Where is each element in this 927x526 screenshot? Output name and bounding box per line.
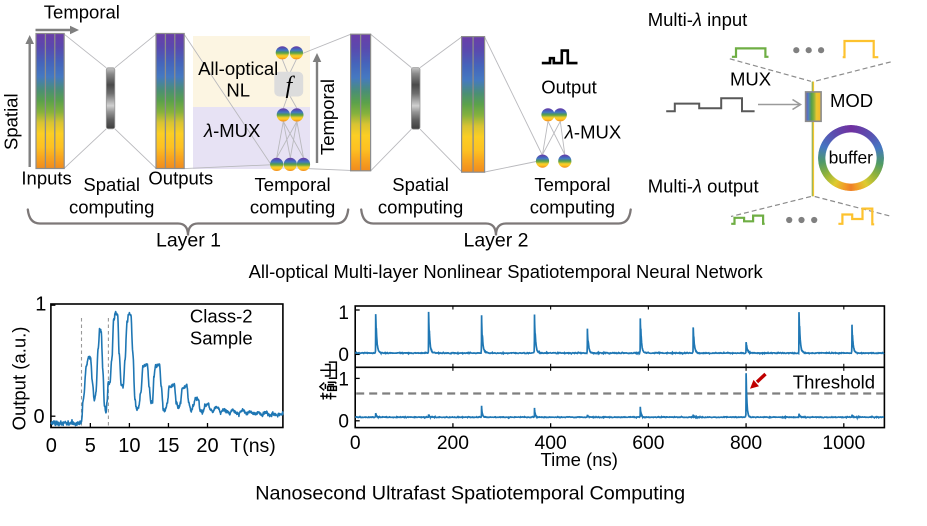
svg-text:800: 800 xyxy=(730,433,762,454)
svg-text:1: 1 xyxy=(35,293,46,315)
svg-text:f: f xyxy=(285,73,295,99)
svg-text:Time (ns): Time (ns) xyxy=(540,449,617,470)
svg-text:buffer: buffer xyxy=(829,148,874,168)
svg-text:λ-MUX: λ-MUX xyxy=(203,120,260,141)
svg-text:Temporal: Temporal xyxy=(255,174,331,195)
svg-text:Threshold: Threshold xyxy=(793,372,875,393)
svg-text:0: 0 xyxy=(338,412,349,433)
svg-text:0: 0 xyxy=(33,406,44,428)
svg-text:Multi-λ output: Multi-λ output xyxy=(648,176,759,197)
svg-text:NL: NL xyxy=(226,80,250,101)
svg-text:Inputs: Inputs xyxy=(21,168,71,189)
svg-text:Output (a.u.): Output (a.u.) xyxy=(9,327,30,431)
svg-text:MUX: MUX xyxy=(730,69,771,90)
svg-text:All-optical Multi-layer Nonlin: All-optical Multi-layer Nonlinear Spatio… xyxy=(249,261,764,282)
svg-text:Spatial: Spatial xyxy=(83,174,140,195)
svg-text:MOD: MOD xyxy=(830,90,873,111)
svg-text:computing: computing xyxy=(378,197,463,218)
svg-text:400: 400 xyxy=(535,433,567,454)
svg-text:computing: computing xyxy=(69,197,154,218)
svg-text:1000: 1000 xyxy=(822,433,865,454)
svg-text:Temporal: Temporal xyxy=(534,174,610,195)
svg-text:λ-MUX: λ-MUX xyxy=(564,122,621,143)
svg-text:Multi-λ input: Multi-λ input xyxy=(648,9,748,30)
svg-text:Temporal: Temporal xyxy=(317,79,338,155)
svg-text:15: 15 xyxy=(157,435,179,457)
svg-text:20: 20 xyxy=(196,435,218,457)
svg-text:Spatial: Spatial xyxy=(392,174,449,195)
svg-text:0: 0 xyxy=(338,345,349,366)
svg-text:Layer 2: Layer 2 xyxy=(463,230,528,252)
svg-text:200: 200 xyxy=(437,433,469,454)
svg-text:computing: computing xyxy=(530,197,615,218)
svg-text:Output: Output xyxy=(541,76,597,97)
svg-text:600: 600 xyxy=(632,433,664,454)
svg-text:Sample: Sample xyxy=(190,327,253,348)
svg-text:Outputs: Outputs xyxy=(148,168,213,189)
svg-text:0: 0 xyxy=(46,435,57,457)
svg-text:5: 5 xyxy=(85,435,96,457)
svg-text:1: 1 xyxy=(338,369,349,390)
svg-text:Class-2: Class-2 xyxy=(190,305,253,326)
svg-text:T(ns): T(ns) xyxy=(230,435,275,457)
svg-text:All-optical: All-optical xyxy=(198,58,278,79)
svg-text:10: 10 xyxy=(118,435,140,457)
svg-text:Layer 1: Layer 1 xyxy=(156,230,221,252)
svg-text:1: 1 xyxy=(338,303,349,324)
svg-text:Temporal: Temporal xyxy=(44,2,120,23)
svg-text:0: 0 xyxy=(350,433,361,454)
svg-text:Nanosecond Ultrafast Spatiotem: Nanosecond Ultrafast Spatiotemporal Comp… xyxy=(255,482,685,504)
svg-text:Spatial: Spatial xyxy=(1,93,22,150)
svg-text:computing: computing xyxy=(250,197,335,218)
